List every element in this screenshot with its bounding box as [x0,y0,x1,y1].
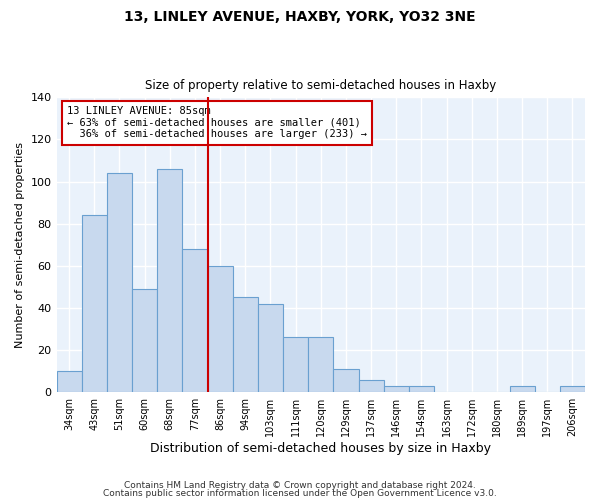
Bar [359,380,383,392]
X-axis label: Distribution of semi-detached houses by size in Haxby: Distribution of semi-detached houses by … [150,442,491,455]
Bar [208,266,233,392]
Text: Contains public sector information licensed under the Open Government Licence v3: Contains public sector information licen… [103,488,497,498]
Bar [283,338,308,392]
Bar [409,386,434,392]
Y-axis label: Number of semi-detached properties: Number of semi-detached properties [15,142,25,348]
Bar [308,338,334,392]
Bar [107,173,132,392]
Bar [56,371,82,392]
Title: Size of property relative to semi-detached houses in Haxby: Size of property relative to semi-detach… [145,79,496,92]
Bar [182,249,208,392]
Bar [258,304,283,392]
Text: 13, LINLEY AVENUE, HAXBY, YORK, YO32 3NE: 13, LINLEY AVENUE, HAXBY, YORK, YO32 3NE [124,10,476,24]
Text: 13 LINLEY AVENUE: 85sqm
← 63% of semi-detached houses are smaller (401)
  36% of: 13 LINLEY AVENUE: 85sqm ← 63% of semi-de… [67,106,367,140]
Bar [82,216,107,392]
Bar [132,289,157,392]
Text: Contains HM Land Registry data © Crown copyright and database right 2024.: Contains HM Land Registry data © Crown c… [124,481,476,490]
Bar [509,386,535,392]
Bar [157,169,182,392]
Bar [334,369,359,392]
Bar [383,386,409,392]
Bar [560,386,585,392]
Bar [233,298,258,392]
